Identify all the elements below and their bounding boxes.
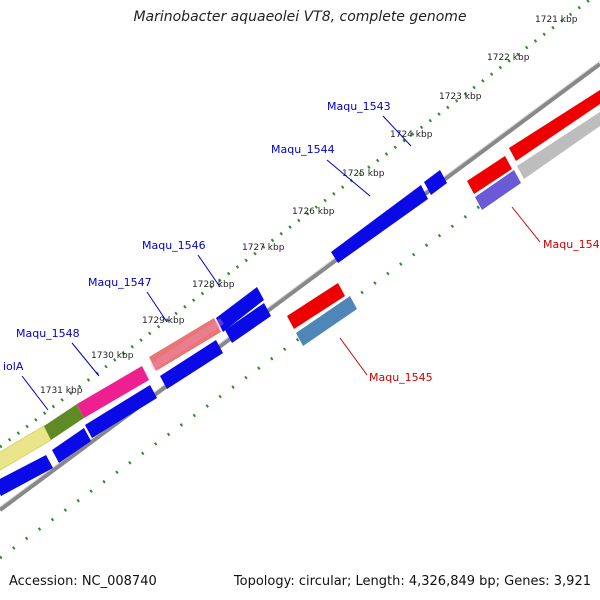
gene-red-1542a — [467, 156, 512, 194]
tick-label: 1722 kbp — [487, 53, 530, 63]
tick-label: 1729 kbp — [142, 316, 185, 326]
gene-magenta-1548 — [77, 366, 149, 418]
gene-label[interactable]: Maqu_1545 — [369, 371, 433, 384]
gene-gray — [517, 112, 600, 179]
gene-pink-d — [150, 318, 224, 370]
gene-label[interactable]: Maqu_1546 — [142, 239, 206, 252]
gene-label[interactable]: iolA — [3, 360, 24, 373]
gene-label[interactable]: Maqu_1544 — [271, 143, 335, 156]
gene-blue-a — [0, 455, 53, 496]
gene-labels: Maqu_1543 Maqu_1544 Maqu_1546 Maqu_1547 Maqu… — [3, 100, 600, 411]
tick-labels: 1721 kbp 1722 kbp 1723 kbp 1724 kbp 1725 kbp… — [40, 15, 578, 396]
tick-label: 1731 kbp — [40, 386, 83, 396]
tick-label: 1721 kbp — [535, 15, 578, 25]
tick-label: 1730 kbp — [91, 351, 134, 361]
gene-label[interactable]: Maqu_1547 — [88, 276, 152, 289]
tick-label: 1725 kbp — [342, 169, 385, 179]
gene-salmon-1547 — [149, 318, 221, 371]
genome-stats-text: Topology: circular; Length: 4,326,849 bp… — [233, 574, 591, 589]
gene-label-leader — [21, 375, 49, 411]
gene-blue-b — [52, 428, 91, 463]
gene-label-leader — [326, 159, 371, 197]
gene-label[interactable]: Maqu_1543 — [327, 100, 391, 113]
gene-label-leader — [511, 206, 541, 243]
map-title: Marinobacter aquaeolei VT8, complete gen… — [133, 9, 467, 25]
tick-label: 1726 kbp — [292, 207, 335, 217]
gene-label-leader — [339, 337, 368, 376]
gene-blue-d — [160, 340, 223, 389]
gene-label-leader — [382, 115, 412, 147]
gene-olive-iolA — [44, 404, 84, 440]
gene-red-1542b — [509, 90, 600, 161]
gene-label-leader — [146, 291, 168, 323]
gene-blue-c — [85, 385, 157, 438]
ruler-upper — [0, 0, 592, 449]
forward-track-inner — [0, 303, 271, 496]
gene-purple-1542 — [475, 170, 521, 210]
gene-label[interactable]: Maqu_1548 — [16, 327, 80, 340]
gene-red-1545 — [287, 283, 345, 329]
tick-label: 1727 kbp — [242, 243, 285, 253]
accession-text: Accession: NC_008740 — [9, 574, 157, 589]
gene-steelblue-1545 — [296, 296, 357, 346]
forward-track-outer — [0, 170, 447, 471]
reverse-track — [287, 90, 600, 346]
gene-blue-1543 — [424, 170, 447, 195]
gene-blue-1544 — [331, 185, 428, 263]
gene-label-leader — [197, 254, 221, 288]
tick-label: 1724 kbp — [390, 130, 433, 140]
gene-label-leader — [71, 342, 100, 377]
gene-label[interactable]: Maqu_1542 — [543, 238, 600, 251]
gene-blue-1546 — [216, 287, 264, 332]
tick-label: 1728 kbp — [192, 280, 235, 290]
backbone — [0, 62, 600, 512]
tick-label: 1723 kbp — [439, 92, 482, 102]
gene-blue-e — [225, 303, 271, 343]
